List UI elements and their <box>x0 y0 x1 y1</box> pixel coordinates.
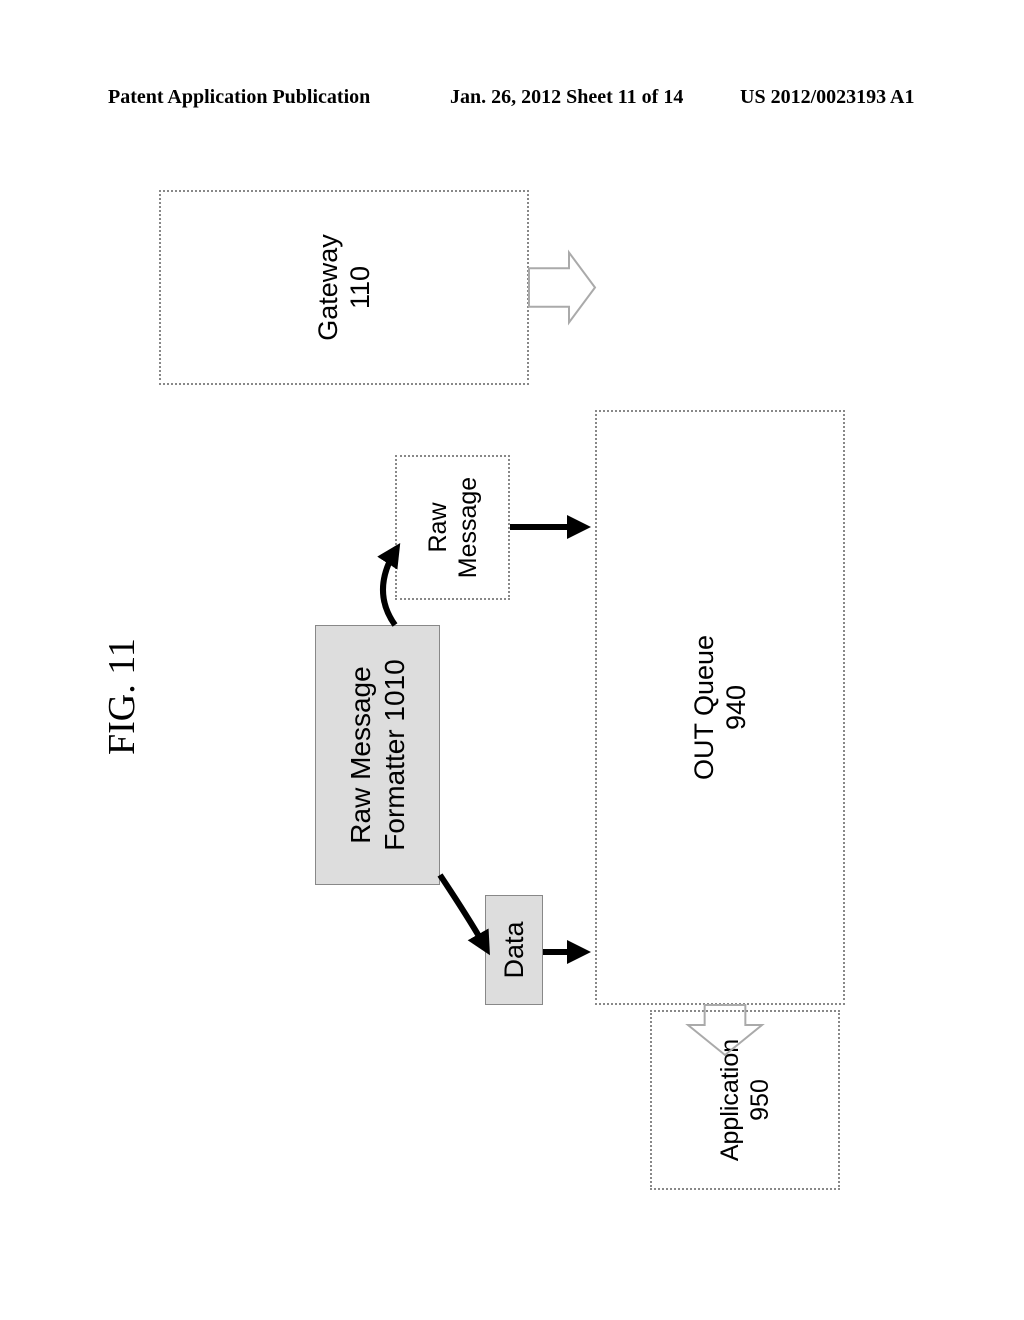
figure-area: FIG. 11 OUT Queue 940 Application 950 Da… <box>90 170 890 1220</box>
node-raw-message: Raw Message <box>395 455 510 600</box>
out-queue-label-1: OUT Queue <box>688 635 720 780</box>
node-gateway: Gateway 110 <box>159 190 529 385</box>
header-right: US 2012/0023193 A1 <box>740 86 914 109</box>
figure-rotated-canvas: FIG. 11 OUT Queue 940 Application 950 Da… <box>90 170 890 1220</box>
formatter-label-1: Raw Message <box>344 666 378 843</box>
rawmsg-label-1: Raw <box>423 503 453 553</box>
gateway-label-2: 110 <box>344 266 376 309</box>
node-raw-message-formatter: Raw Message Formatter 1010 <box>315 625 440 885</box>
out-queue-label-2: 940 <box>720 685 752 730</box>
rawmsg-label-2: Message <box>453 477 483 578</box>
application-label-2: 950 <box>745 1079 775 1121</box>
node-out-queue: OUT Queue 940 <box>595 410 845 1005</box>
node-data: Data <box>485 895 543 1005</box>
header-left: Patent Application Publication <box>108 86 370 109</box>
application-label-1: Application <box>715 1039 745 1161</box>
arrow-formatter-to-data <box>440 875 487 950</box>
figure-title: FIG. 11 <box>100 638 144 755</box>
header-mid: Jan. 26, 2012 Sheet 11 of 14 <box>450 86 683 109</box>
block-arrow-gateway-to-queue <box>529 253 595 323</box>
node-application: Application 950 <box>650 1010 840 1190</box>
gateway-label-1: Gateway <box>312 234 344 341</box>
data-label-1: Data <box>498 921 530 978</box>
formatter-label-2: Formatter 1010 <box>378 659 412 850</box>
